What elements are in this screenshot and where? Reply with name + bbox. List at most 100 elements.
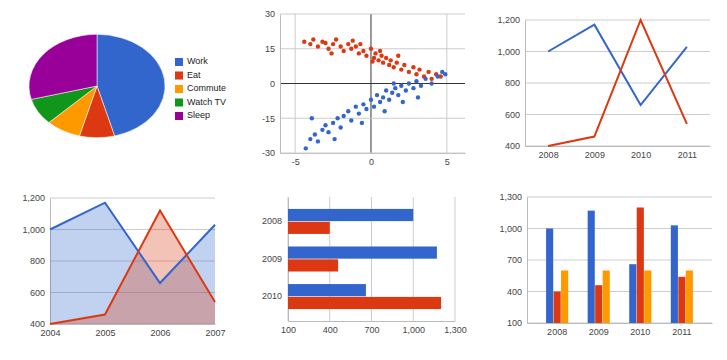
scatter-point — [395, 60, 399, 64]
scatter-point — [316, 139, 320, 143]
tick: 0 — [369, 153, 374, 167]
chart-pie: WorkEatCommuteWatch TVSleep — [29, 34, 226, 137]
scatter-point — [369, 98, 373, 102]
tick-label: 30 — [265, 9, 275, 19]
axes: 4006008001,0001,2002008200920102011 — [497, 15, 710, 160]
scatter-point — [349, 118, 353, 122]
y-axis: 4006008001,0001,200 — [22, 193, 50, 329]
grid — [527, 197, 712, 323]
legend-swatch — [175, 99, 183, 107]
scatter-point — [379, 54, 383, 58]
bar — [288, 222, 330, 234]
tick-label: 700 — [507, 255, 522, 265]
tick: 400 — [323, 321, 338, 335]
scatter-point — [361, 49, 365, 53]
legend-label: Eat — [187, 70, 201, 80]
tick: -15 — [262, 114, 280, 124]
line — [50, 211, 215, 324]
scatter-point — [308, 42, 312, 46]
x-axis: 1004007001,0001,300 — [281, 321, 467, 335]
scatter-point — [364, 107, 368, 111]
axis-line — [280, 15, 281, 154]
scatter-point — [373, 51, 377, 55]
tick: 700 — [364, 321, 379, 335]
chart-container: WorkEatCommuteWatch TVSleep-505-30-15015… — [0, 0, 727, 360]
scatter-point — [320, 128, 324, 132]
grid-line — [527, 197, 712, 198]
pie — [29, 34, 165, 137]
grid — [280, 14, 465, 153]
tick: 2005 — [95, 324, 115, 338]
bar — [554, 292, 561, 324]
legend-swatch — [175, 112, 183, 120]
scatter-point — [414, 72, 418, 76]
chart-scatter: -505-30-1501530 — [262, 9, 466, 167]
tick: 1,000 — [22, 225, 50, 235]
tick-label: 400 — [505, 141, 520, 151]
legend: WorkEatCommuteWatch TVSleep — [175, 56, 226, 120]
tick: 2006 — [150, 324, 170, 338]
tick-label: 400 — [323, 325, 338, 335]
tick-label: 2011 — [678, 150, 697, 160]
bar — [629, 264, 636, 323]
tick-label: 1,200 — [22, 193, 45, 203]
axis-line — [525, 21, 526, 147]
tick: 5 — [445, 153, 450, 167]
line — [50, 203, 215, 283]
scatter-point — [411, 65, 415, 69]
tick: 100 — [507, 318, 527, 328]
scatter-point — [357, 111, 361, 115]
tick-label: -15 — [262, 114, 275, 124]
axis-line — [51, 324, 216, 325]
scatter-point — [334, 37, 338, 41]
tick: 2007 — [205, 324, 225, 338]
tick-label: -30 — [262, 148, 275, 158]
tick: 600 — [505, 110, 525, 120]
tick-label: 0 — [270, 79, 275, 89]
scatter-point — [311, 37, 315, 41]
scatter-point — [387, 63, 391, 67]
scatter-point — [370, 59, 374, 63]
axis-line — [528, 323, 713, 324]
plot-area — [50, 203, 215, 324]
tick-label: 2004 — [40, 328, 60, 338]
scatter-point — [416, 95, 420, 99]
scatter-point — [376, 58, 380, 62]
scatter-point — [429, 77, 433, 81]
scatter-point — [396, 54, 400, 58]
scatter-point — [392, 65, 396, 69]
scatter-point — [361, 102, 365, 106]
tick: 2010 — [631, 146, 651, 160]
x-axis: 2004 2005 2006 2007 — [40, 324, 225, 338]
grid-line — [525, 83, 710, 84]
tick: 2010 — [630, 323, 650, 337]
grid-line — [280, 118, 465, 119]
scatter-point — [436, 74, 440, 78]
x-axis: 2008200920102011 — [526, 146, 711, 160]
scatter-point — [429, 81, 433, 85]
scatter-point — [392, 81, 396, 85]
tick: 1,000 — [497, 47, 525, 57]
scatter-point — [332, 137, 336, 141]
bar — [288, 259, 338, 271]
tick: 700 — [507, 255, 527, 265]
scatter-point — [335, 116, 339, 120]
grid — [525, 20, 710, 146]
tick: 1,000 — [499, 224, 527, 234]
tick-label: 1,300 — [499, 192, 522, 202]
scatter-point — [402, 63, 406, 67]
tick: 1,200 — [497, 15, 525, 25]
grid-line — [525, 20, 710, 21]
legend-label: Sleep — [187, 110, 210, 120]
scatter-point — [411, 86, 415, 90]
bar — [561, 271, 568, 324]
scatter-point — [338, 44, 342, 48]
scatter-point — [341, 49, 345, 53]
scatter-point — [364, 54, 368, 58]
scatter-point — [302, 40, 306, 44]
scatter-point — [423, 77, 427, 81]
scatter-point — [346, 42, 350, 46]
line — [548, 20, 687, 146]
scatter-point — [358, 42, 362, 46]
legend-swatch — [175, 72, 183, 80]
